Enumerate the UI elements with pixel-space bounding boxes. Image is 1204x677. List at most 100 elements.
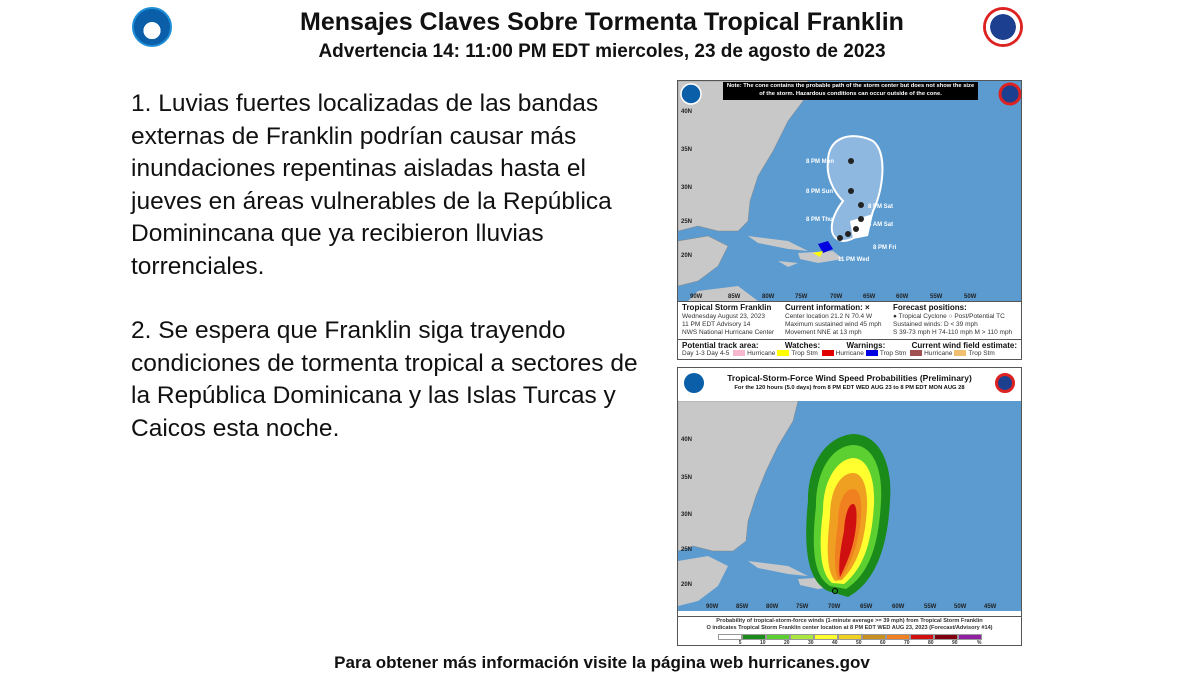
- scale-swatch: [885, 634, 910, 640]
- lon-label: 50W: [964, 294, 977, 300]
- nws-logo: [983, 7, 1023, 47]
- cone-legend: Potential track area: Watches: Warnings: Cu…: [678, 339, 1021, 359]
- forecast-types: ● Tropical Cyclone ○ Post/Potential TC: [893, 313, 1005, 320]
- lon-label: 55W: [924, 604, 937, 610]
- current-location: Center location 21.2 N 70.4 W: [785, 313, 873, 320]
- scale-label: 40: [831, 640, 838, 646]
- prob-map-caption: Probability of tropical-storm-force wind…: [678, 616, 1021, 646]
- advisory-subtitle: Advertencia 14: 11:00 PM EDT miercoles, …: [318, 41, 886, 62]
- wind-probability-map: Tropical-Storm-Force Wind Speed Probabil…: [677, 367, 1022, 646]
- current-wind: Maximum sustained wind 45 mph: [785, 321, 882, 328]
- scale-label: 60: [879, 640, 886, 646]
- track-label: 8 PM Thu: [806, 217, 833, 223]
- lat-label: 30N: [681, 185, 692, 191]
- scale-label: 5: [738, 640, 742, 646]
- track-label: 8 AM Sat: [868, 222, 893, 228]
- caption-line: O indicates Tropical Storm Franklin cent…: [706, 625, 993, 631]
- current-movement: Movement NNE at 13 mph: [785, 329, 862, 336]
- prob-map-graphic: 40N 35N 30N 25N 20N 90W 85W 80W 75W 70W …: [678, 400, 1021, 611]
- current-heading: Current information: ×: [785, 303, 870, 312]
- lon-label: 75W: [796, 604, 809, 610]
- key-message-2: 2. Se espera que Franklin siga trayendo …: [131, 317, 638, 442]
- scale-label: 70: [903, 640, 910, 646]
- lon-label: 85W: [736, 604, 749, 610]
- key-message-1: 1. Luvias fuertes localizadas de las ban…: [131, 90, 612, 280]
- lat-label: 35N: [681, 147, 692, 153]
- scale-label: 30: [807, 640, 814, 646]
- legend-heading: Warnings:: [846, 341, 886, 350]
- lon-label: 80W: [766, 604, 779, 610]
- lon-label: 65W: [860, 604, 873, 610]
- probability-scale: [678, 634, 1021, 640]
- scale-swatch: [909, 634, 934, 640]
- scale-swatch: [957, 634, 982, 640]
- lat-label: 30N: [681, 512, 692, 518]
- storm-center: NWS National Hurricane Center: [682, 329, 775, 336]
- lon-label: 85W: [728, 294, 741, 300]
- scale-swatch: [837, 634, 862, 640]
- track-label: 11 PM Wed: [838, 257, 870, 263]
- lon-label: 90W: [706, 604, 719, 610]
- lon-label: 75W: [795, 294, 808, 300]
- track-points: [837, 158, 864, 241]
- storm-name: Tropical Storm Franklin: [682, 303, 772, 312]
- storm-date: Wednesday August 23, 2023: [682, 313, 765, 320]
- track-label: 8 PM Fri: [873, 245, 897, 251]
- scale-swatch: [813, 634, 838, 640]
- lat-label: 40N: [681, 437, 692, 443]
- lat-label: 35N: [681, 475, 692, 481]
- forecast-heading: Forecast positions:: [893, 303, 967, 312]
- scale-swatch: [789, 634, 814, 640]
- probability-contours: [806, 434, 891, 597]
- scale-label: 50: [855, 640, 862, 646]
- probability-scale-labels: 5 10 20 30 40 50 60 70 80 90%: [678, 640, 1021, 646]
- legend-item: Hurricane: [747, 350, 776, 357]
- prob-map-title: Tropical-Storm-Force Wind Speed Probabil…: [727, 373, 972, 383]
- legend-heading: Potential track area:: [682, 341, 759, 350]
- lat-label: 40N: [681, 109, 692, 115]
- nws-logo-small: [998, 82, 1021, 106]
- scale-swatch: [741, 634, 766, 640]
- scale-swatch: [765, 634, 790, 640]
- lon-label: 50W: [954, 604, 967, 610]
- track-label: 8 PM Sat: [868, 204, 893, 210]
- footer-link-text: Para obtener más información visite la p…: [334, 653, 870, 672]
- noaa-logo-small: [680, 83, 702, 105]
- legend-item: Trop Stm: [879, 350, 907, 357]
- lat-label: 20N: [681, 582, 692, 588]
- track-label: 8 PM Sun: [806, 189, 833, 195]
- scale-label: 20: [783, 640, 790, 646]
- legend-item: Hurricane: [924, 350, 953, 357]
- storm-info: Tropical Storm Franklin Wednesday August …: [678, 301, 1021, 339]
- legend-item: Trop Stm: [968, 350, 995, 357]
- scale-label: %: [977, 640, 982, 646]
- legend-item: Day 4-5: [706, 350, 730, 357]
- track-label: 8 PM Mon: [806, 159, 834, 165]
- scale-label: 90: [951, 640, 958, 646]
- lon-label: 60W: [896, 294, 909, 300]
- scale-swatch: [861, 634, 886, 640]
- lon-label: 70W: [830, 294, 843, 300]
- legend-heading: Watches:: [784, 341, 821, 350]
- page-title: Mensajes Claves Sobre Tormenta Tropical …: [300, 8, 904, 36]
- lat-label: 25N: [681, 547, 692, 553]
- caption-line: Probability of tropical-storm-force wind…: [716, 618, 983, 624]
- lon-label: 90W: [690, 294, 703, 300]
- scale-swatch: [717, 634, 742, 640]
- legend-item: Hurricane: [835, 350, 864, 357]
- prob-map-subtitle: For the 120 hours (5.0 days) from 8 PM E…: [734, 385, 965, 391]
- nws-logo-small: [995, 373, 1015, 393]
- scale-label: 80: [927, 640, 934, 646]
- lat-label: 20N: [681, 253, 692, 259]
- lon-label: 45W: [984, 604, 997, 610]
- key-messages: 1. Luvias fuertes localizadas de las ban…: [131, 88, 661, 477]
- scale-label: 10: [759, 640, 766, 646]
- forecast-winds: Sustained winds: D < 39 mph: [893, 321, 978, 328]
- legend-item: Day 1-3: [682, 350, 705, 357]
- cone-map-graphic: 8 PM Mon 8 PM Sun 8 PM Sat 8 AM Sat 8 PM…: [678, 81, 1021, 301]
- lon-label: 55W: [930, 294, 943, 300]
- lon-label: 80W: [762, 294, 775, 300]
- lon-label: 60W: [892, 604, 905, 610]
- lat-label: 25N: [681, 219, 692, 225]
- cone-note: Note: The cone contains the probable pat…: [726, 83, 975, 97]
